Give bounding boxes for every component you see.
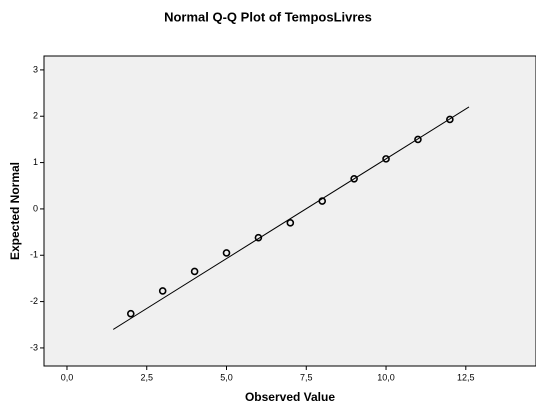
chart-title: Normal Q-Q Plot of TemposLivres — [164, 9, 372, 24]
x-tick-label: 12,5 — [457, 372, 475, 382]
point — [222, 249, 231, 257]
point — [286, 219, 295, 227]
y-tick-label: 1 — [33, 157, 38, 167]
x-tick-label: 0,0 — [61, 372, 74, 382]
y-axis-label: Expected Normal — [8, 162, 22, 260]
point — [318, 197, 327, 205]
point — [158, 287, 167, 295]
point — [254, 233, 263, 242]
point — [446, 115, 454, 124]
reference-line — [112, 106, 470, 330]
x-tick-label: 7,5 — [300, 372, 313, 382]
point — [382, 155, 390, 163]
plot-area — [43, 55, 536, 367]
y-tick-label: 0 — [33, 203, 38, 213]
y-tick-label: 3 — [33, 64, 38, 74]
y-tick-label: -2 — [30, 296, 38, 306]
x-tick-label: 2,5 — [140, 372, 153, 382]
point — [350, 174, 358, 183]
point — [126, 309, 135, 318]
x-tick-label: 10,0 — [377, 372, 395, 382]
point — [414, 135, 422, 144]
point — [190, 267, 199, 276]
x-tick-label: 5,0 — [220, 372, 233, 382]
y-tick-label: -1 — [30, 250, 38, 260]
y-tick-label: -3 — [30, 342, 38, 352]
y-tick-label: 2 — [33, 111, 38, 121]
x-axis-label: Observed Value — [245, 390, 335, 404]
